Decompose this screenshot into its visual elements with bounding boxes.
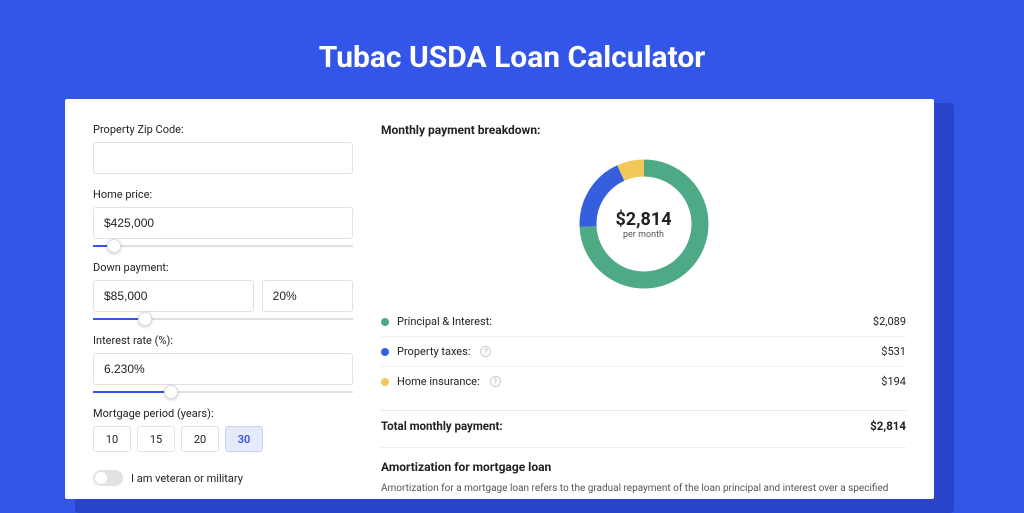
donut-center: $2,814 per month [579,159,709,289]
amortization-title: Amortization for mortgage loan [381,460,906,474]
home-price-label: Home price: [93,188,353,201]
legend-value: $2,089 [873,315,906,328]
interest-rate-slider[interactable] [93,391,353,393]
period-button-15[interactable]: 15 [137,426,175,452]
slider-thumb[interactable] [164,385,178,399]
down-payment-label: Down payment: [93,261,353,274]
page-title: Tubac USDA Loan Calculator [70,40,954,75]
home-price-slider[interactable] [93,245,353,247]
breakdown-panel: Monthly payment breakdown: $2,814 per mo… [381,123,906,475]
legend-row: Property taxes:? $531 [381,336,906,366]
home-price-input[interactable] [93,207,353,239]
down-payment-slider[interactable] [93,318,353,320]
toggle-knob [95,472,107,484]
total-row: Total monthly payment: $2,814 [381,410,906,433]
help-icon[interactable]: ? [480,346,491,357]
interest-rate-label: Interest rate (%): [93,334,353,347]
payment-donut-chart: $2,814 per month [579,159,709,289]
mortgage-period-label: Mortgage period (years): [93,407,353,420]
form-panel: Property Zip Code: Home price: Down paym… [93,123,353,475]
legend-label: Home insurance: [397,375,480,388]
mortgage-period-field: Mortgage period (years): 10152030 [93,407,353,452]
calculator-card: Property Zip Code: Home price: Down paym… [65,99,934,499]
interest-rate-input[interactable] [93,353,353,385]
card-shadow: Property Zip Code: Home price: Down paym… [75,103,954,513]
legend-value: $194 [881,375,906,388]
down-payment-field: Down payment: [93,261,353,320]
slider-thumb[interactable] [107,239,121,253]
donut-sub: per month [623,230,664,240]
legend-dot [381,348,389,356]
help-icon[interactable]: ? [490,376,501,387]
breakdown-title: Monthly payment breakdown: [381,123,906,137]
legend-list: Principal & Interest: $2,089 Property taxe… [381,307,906,396]
period-button-30[interactable]: 30 [225,426,263,452]
down-payment-percent-input[interactable] [262,280,353,312]
legend-row: Principal & Interest: $2,089 [381,307,906,336]
slider-thumb[interactable] [138,312,152,326]
zip-label: Property Zip Code: [93,123,353,136]
period-button-20[interactable]: 20 [181,426,219,452]
legend-label: Principal & Interest: [397,315,492,328]
zip-input[interactable] [93,142,353,174]
legend-row: Home insurance:? $194 [381,366,906,396]
home-price-field: Home price: [93,188,353,247]
amortization-text: Amortization for a mortgage loan refers … [381,482,906,496]
down-payment-input[interactable] [93,280,254,312]
legend-dot [381,318,389,326]
amortization-section: Amortization for mortgage loan Amortizat… [381,447,906,496]
veteran-toggle-row: I am veteran or military [93,470,353,486]
total-value: $2,814 [870,419,906,433]
zip-field: Property Zip Code: [93,123,353,174]
veteran-label: I am veteran or military [131,472,243,485]
interest-rate-field: Interest rate (%): [93,334,353,393]
legend-label: Property taxes: [397,345,470,358]
veteran-toggle[interactable] [93,470,123,486]
donut-amount: $2,814 [615,209,671,230]
period-button-10[interactable]: 10 [93,426,131,452]
donut-container: $2,814 per month [381,151,906,293]
total-label: Total monthly payment: [381,419,503,433]
legend-value: $531 [881,345,906,358]
legend-dot [381,378,389,386]
